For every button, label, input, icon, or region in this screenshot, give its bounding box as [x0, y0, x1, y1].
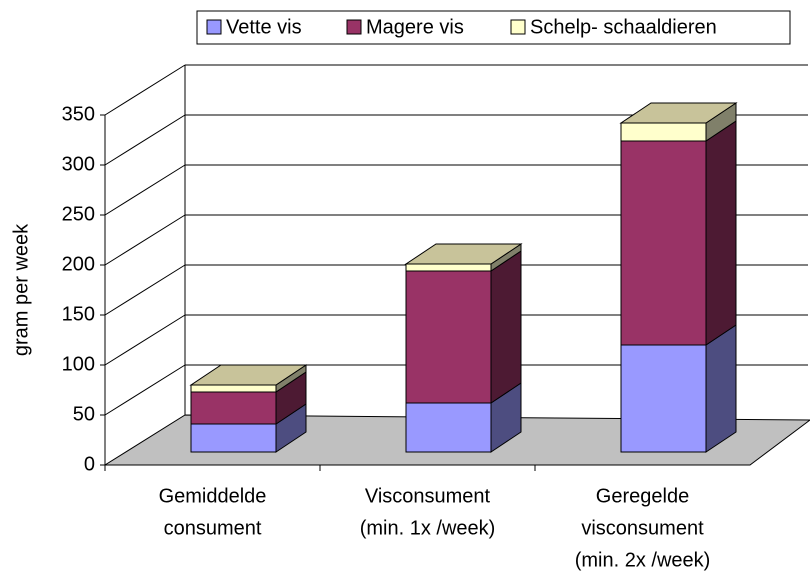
grid-line: [104, 114, 186, 166]
y-tick-label: 350: [62, 103, 95, 125]
legend-swatch: [206, 19, 222, 35]
bar-side: [705, 324, 737, 453]
bar: [190, 391, 277, 425]
grid-line: [104, 164, 186, 216]
bar: [190, 384, 277, 393]
bar-side: [705, 120, 737, 346]
bar-top: [404, 243, 523, 265]
y-tick-label: 50: [73, 403, 95, 425]
legend-box: [196, 10, 791, 45]
x-tick-label: (min. 1x /week): [360, 517, 496, 539]
y-tick-label: 300: [62, 153, 95, 175]
legend-label: Schelp- schaaldieren: [530, 16, 717, 38]
legend-swatch: [346, 19, 362, 35]
grid-line: [104, 314, 186, 366]
x-tick-label: Geregelde: [596, 485, 689, 507]
grid-line: [104, 364, 186, 416]
legend-label: Magere vis: [366, 16, 464, 38]
bar: [620, 140, 707, 346]
y-tick-label: 250: [62, 203, 95, 225]
y-tick-label: 200: [62, 253, 95, 275]
y-tick-label: 100: [62, 353, 95, 375]
legend-label: Vette vis: [226, 16, 302, 38]
x-tick-label: consument: [164, 517, 262, 539]
bar: [405, 402, 492, 453]
grid-line: [104, 64, 186, 116]
y-tick-label: 150: [62, 303, 95, 325]
x-tick-label: Gemiddelde: [159, 485, 267, 507]
bar-top: [189, 364, 308, 386]
bar-top: [619, 102, 738, 124]
bar: [620, 122, 707, 142]
y-axis-label: gram per week: [10, 223, 32, 356]
bar-side: [490, 250, 522, 404]
x-tick-label: visconsument: [581, 517, 704, 539]
grid-line: [104, 214, 186, 266]
x-tick-label: Visconsument: [365, 485, 491, 507]
bar: [620, 344, 707, 453]
x-tick-label: (min. 2x /week): [575, 549, 711, 571]
bar: [405, 263, 492, 272]
bar: [405, 270, 492, 404]
legend-swatch: [510, 19, 526, 35]
bar: [190, 423, 277, 453]
grid-line: [104, 264, 186, 316]
y-tick-label: 0: [84, 453, 95, 475]
